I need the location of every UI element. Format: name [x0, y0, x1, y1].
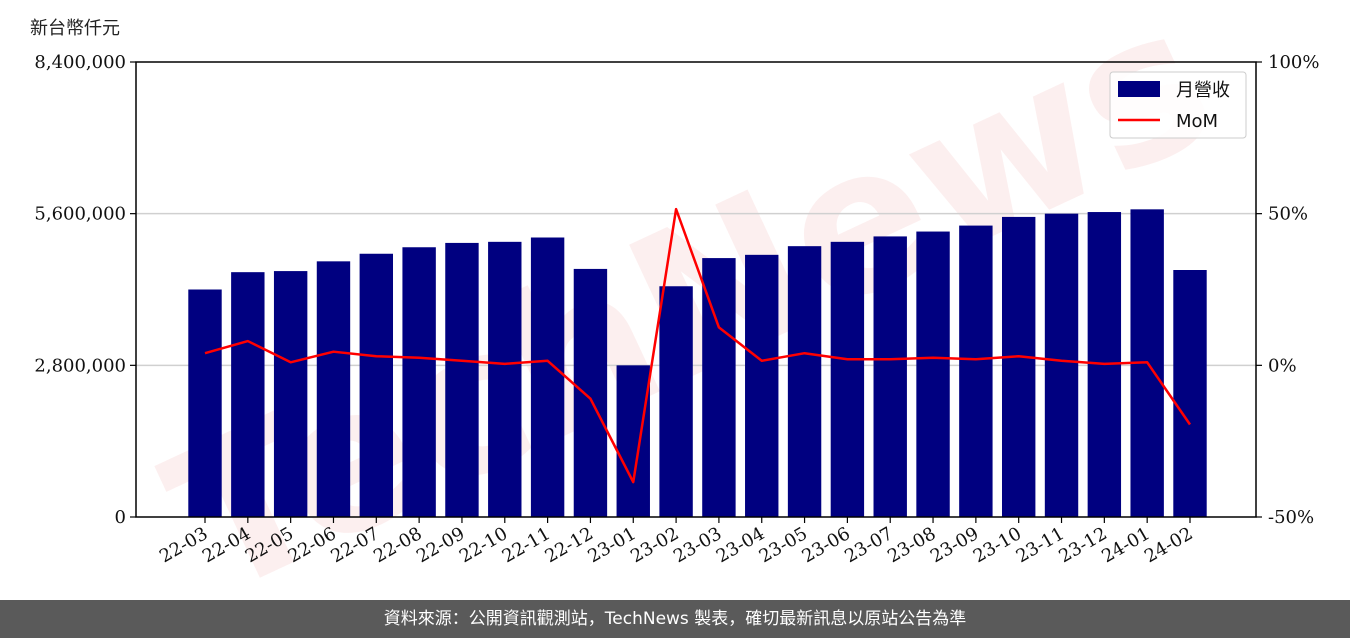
bar-22-06 [316, 261, 351, 517]
x-tick-label: 22-11 [499, 523, 554, 567]
left-tick-label: 5,600,000 [34, 204, 126, 225]
bar-23-02 [659, 286, 693, 517]
x-tick-label: 24-01 [1098, 523, 1153, 567]
chart-canvas: TechNews 02,800,0005,600,0008,400,000-50… [34, 0, 1319, 600]
right-tick-label: -50% [1268, 507, 1314, 528]
mom-line [204, 207, 1192, 484]
bar-23-06 [830, 241, 865, 518]
mom-line-series [204, 207, 1192, 484]
left-tick-label: 2,800,000 [34, 355, 126, 376]
bar-24-02 [1173, 270, 1207, 517]
left-tick-label: 0 [115, 507, 126, 528]
bar-22-03 [188, 289, 222, 517]
x-tick-label: 24-02 [1141, 523, 1196, 567]
x-tick-label: 23-12 [1055, 523, 1110, 567]
bar-22-11 [530, 237, 565, 517]
bar-22-05 [273, 271, 308, 517]
bar-23-03 [702, 258, 736, 517]
bar-series [188, 209, 1207, 518]
right-tick-label: 50% [1268, 204, 1308, 225]
bar-23-10 [1001, 216, 1036, 517]
right-tick-label: 100% [1268, 52, 1319, 73]
x-tick-label: 23-02 [627, 523, 682, 567]
legend: 月營收 MoM [1109, 71, 1247, 139]
bar-23-09 [959, 225, 993, 518]
bar-23-11 [1044, 213, 1079, 517]
bar-22-10 [488, 241, 522, 518]
x-tick-label: 23-05 [756, 523, 811, 567]
bar-22-08 [402, 247, 436, 517]
legend-bar-swatch [1118, 81, 1160, 97]
bar-22-04 [231, 272, 265, 517]
x-tick-label: 23-01 [584, 523, 639, 567]
x-tick-label: 22-12 [541, 523, 596, 567]
bar-22-12 [573, 268, 608, 517]
x-tick-label: 23-06 [798, 523, 853, 567]
legend-label-revenue: 月營收 [1176, 80, 1230, 101]
bar-22-07 [359, 253, 394, 517]
y-axis-unit-label: 新台幣仟元 [30, 18, 120, 39]
bar-23-01 [616, 365, 650, 517]
left-tick-label: 8,400,000 [34, 52, 126, 73]
x-tick-label: 23-07 [841, 523, 896, 567]
x-tick-label: 23-09 [927, 523, 982, 567]
x-tick-label: 23-11 [1013, 523, 1068, 567]
bar-23-07 [873, 236, 907, 517]
x-tick-label: 23-03 [670, 523, 725, 567]
legend-label-mom: MoM [1176, 111, 1218, 132]
plot-frame [135, 61, 1257, 518]
x-tick-label: 23-10 [970, 523, 1025, 567]
right-tick-label: 0% [1268, 355, 1297, 376]
x-tick-label: 23-04 [713, 523, 768, 567]
bar-22-09 [445, 242, 479, 517]
bar-23-05 [787, 246, 822, 517]
bar-23-08 [916, 231, 950, 517]
bar-23-04 [745, 254, 779, 518]
x-tick-label: 23-08 [884, 523, 939, 567]
footer-source-note: 資料來源：公開資訊觀測站，TechNews 製表，確切最新訊息以原站公告為準 [0, 600, 1350, 638]
